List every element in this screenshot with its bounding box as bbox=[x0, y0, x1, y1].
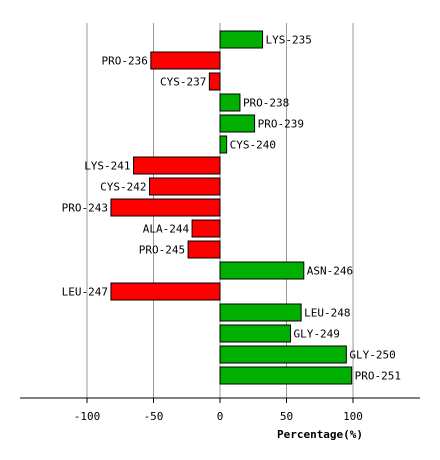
bar-gly-250 bbox=[219, 345, 347, 364]
bar-pro-243 bbox=[110, 198, 221, 217]
bar-label-asn-246: ASN-246 bbox=[307, 265, 353, 278]
bars: LYS-235 PRO-236 CYS-237 PRO-238 PRO-239 CYS-2… bbox=[62, 30, 401, 385]
bar-cys-240 bbox=[219, 135, 228, 154]
bar-pro-238 bbox=[219, 93, 241, 112]
bar-label-leu-247: LEU-247 bbox=[62, 286, 108, 299]
x-axis-label: Percentage(%) bbox=[277, 428, 363, 441]
bar-label-pro-245: PRO-245 bbox=[139, 244, 185, 257]
bar-asn-246 bbox=[219, 261, 305, 280]
tick-label-2: 0 bbox=[217, 410, 224, 423]
bar-lys-235 bbox=[219, 30, 264, 49]
bar-label-cys-240: CYS-240 bbox=[230, 139, 276, 152]
bar-pro-239 bbox=[219, 114, 256, 133]
bar-cys-242 bbox=[149, 177, 221, 196]
bar-label-gly-249: GLY-249 bbox=[293, 328, 339, 341]
bar-label-pro-239: PRO-239 bbox=[258, 118, 304, 131]
x-ticks: -100 -50 0 50 100 bbox=[74, 398, 363, 423]
bar-label-pro-236: PRO-236 bbox=[101, 55, 147, 68]
bar-cys-237 bbox=[208, 72, 221, 91]
tick-label-0: -100 bbox=[74, 410, 101, 423]
bar-label-cys-237: CYS-237 bbox=[160, 76, 206, 89]
bar-leu-248 bbox=[219, 303, 302, 322]
tick-label-3: 50 bbox=[280, 410, 293, 423]
tick-label-1: -50 bbox=[144, 410, 164, 423]
bar-label-pro-238: PRO-238 bbox=[243, 97, 289, 110]
tick-label-4: 100 bbox=[343, 410, 363, 423]
bar-label-lys-235: LYS-235 bbox=[266, 34, 312, 47]
bar-label-leu-248: LEU-248 bbox=[304, 307, 350, 320]
bar-label-pro-243: PRO-243 bbox=[62, 202, 108, 215]
bar-ala-244 bbox=[191, 219, 221, 238]
bar-label-pro-251: PRO-251 bbox=[355, 370, 401, 383]
bar-label-lys-241: LYS-241 bbox=[84, 160, 130, 173]
bar-leu-247 bbox=[110, 282, 221, 301]
bar-lys-241 bbox=[133, 156, 221, 175]
bar-gly-249 bbox=[219, 324, 291, 343]
bar-pro-245 bbox=[187, 240, 221, 259]
bar-label-cys-242: CYS-242 bbox=[100, 181, 146, 194]
bar-label-ala-244: ALA-244 bbox=[143, 223, 190, 236]
bar-label-gly-250: GLY-250 bbox=[349, 349, 395, 362]
bar-pro-236 bbox=[150, 51, 221, 70]
bar-pro-251 bbox=[219, 366, 353, 385]
